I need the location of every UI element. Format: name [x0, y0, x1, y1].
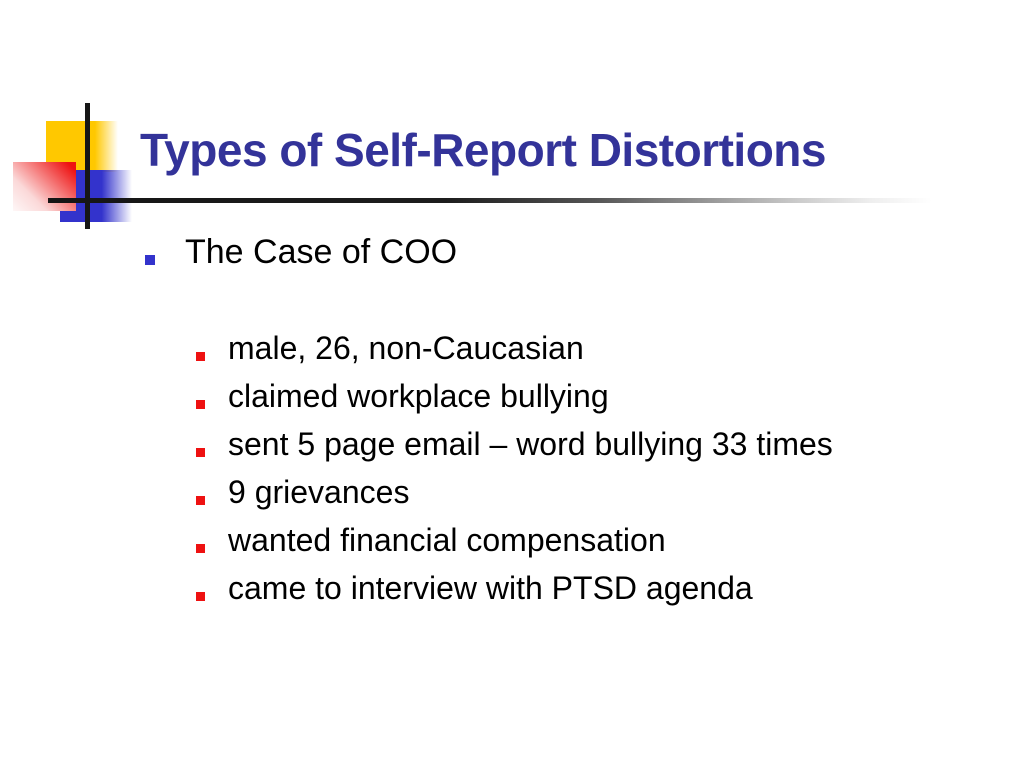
bullet-text: claimed workplace bullying	[228, 378, 609, 414]
bullet-list: The Case of COO male, 26, non-Caucasian …	[0, 228, 1024, 612]
bullet-text: sent 5 page email – word bullying 33 tim…	[228, 426, 833, 462]
bullet-item-level2: claimed workplace bullying	[0, 372, 1024, 420]
bullet-item-level2: came to interview with PTSD agenda	[0, 564, 1024, 612]
bullet-text: came to interview with PTSD agenda	[228, 570, 753, 606]
blank-line	[0, 276, 1024, 324]
square-bullet-icon	[145, 255, 155, 265]
slide-title: Types of Self-Report Distortions	[140, 124, 826, 176]
bullet-item-level2: male, 26, non-Caucasian	[0, 324, 1024, 372]
title-underline-rule	[48, 198, 932, 203]
bullet-text: wanted financial compensation	[228, 522, 666, 558]
square-bullet-icon	[196, 448, 205, 457]
bullet-text: The Case of COO	[185, 233, 458, 271]
square-bullet-icon	[196, 496, 205, 505]
square-bullet-icon	[196, 352, 205, 361]
bullet-item-level2: wanted financial compensation	[0, 516, 1024, 564]
bullet-item-level2: 9 grievances	[0, 468, 1024, 516]
bullet-item-level2: sent 5 page email – word bullying 33 tim…	[0, 420, 1024, 468]
bullet-item-level1: The Case of COO	[0, 228, 1024, 276]
square-bullet-icon	[196, 400, 205, 409]
bullet-text: 9 grievances	[228, 474, 410, 510]
vertical-accent-line	[85, 103, 90, 229]
red-square-decoration	[13, 162, 76, 211]
bullet-text: male, 26, non-Caucasian	[228, 330, 584, 366]
square-bullet-icon	[196, 544, 205, 553]
square-bullet-icon	[196, 592, 205, 601]
